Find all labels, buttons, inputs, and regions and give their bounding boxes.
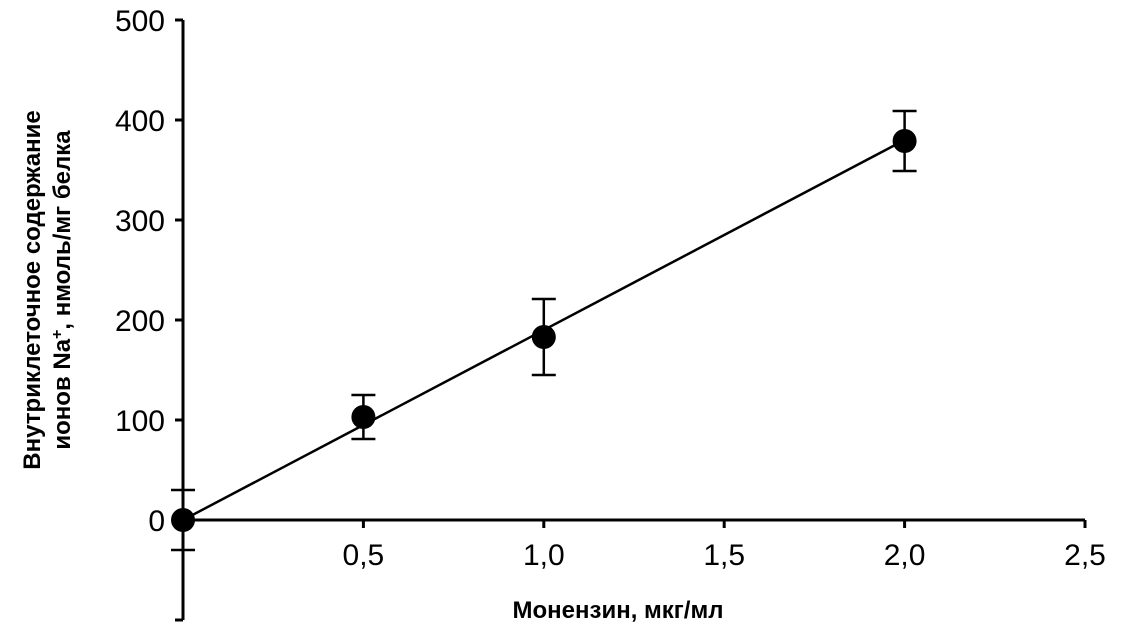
axes xyxy=(181,20,1085,620)
data-points xyxy=(171,129,917,532)
data-point xyxy=(531,325,556,349)
x-tick-label: 2,5 xyxy=(1064,539,1106,572)
y-tick-label: 100 xyxy=(115,405,165,438)
y-axis-title-sup: + xyxy=(49,330,66,339)
x-tick-label: 0,5 xyxy=(343,539,385,572)
y-axis-title-line1: Внутриклеточное содержание xyxy=(19,110,46,469)
x-tick-label: 1,5 xyxy=(703,539,745,572)
y-axis-title: Внутриклеточное содержание ионов Na+, нм… xyxy=(19,110,76,469)
data-point xyxy=(171,508,195,532)
y-tick-label: 300 xyxy=(115,205,165,238)
y-tick-label: 0 xyxy=(148,505,165,538)
ticks xyxy=(175,18,1087,622)
y-axis-title-line2: ионов Na+, нмоль/мг белка xyxy=(49,130,77,450)
tick-labels: 0 100 200 300 400 500 0,5 1,0 1,5 2,0 2,5 xyxy=(115,5,1106,572)
y-axis-title-suffix: , нмоль/мг белка xyxy=(49,130,76,330)
y-axis-title-prefix: ионов Na xyxy=(49,338,76,449)
x-tick-label: 2,0 xyxy=(884,539,926,572)
x-tick-label: 1,0 xyxy=(523,539,565,572)
y-tick-label: 200 xyxy=(115,305,165,338)
y-tick-label: 400 xyxy=(115,105,165,138)
y-tick-label: 500 xyxy=(115,5,165,38)
data-point xyxy=(351,405,376,429)
x-axis-title: Монензин, мкг/мл xyxy=(513,597,724,624)
data-point xyxy=(892,129,917,153)
